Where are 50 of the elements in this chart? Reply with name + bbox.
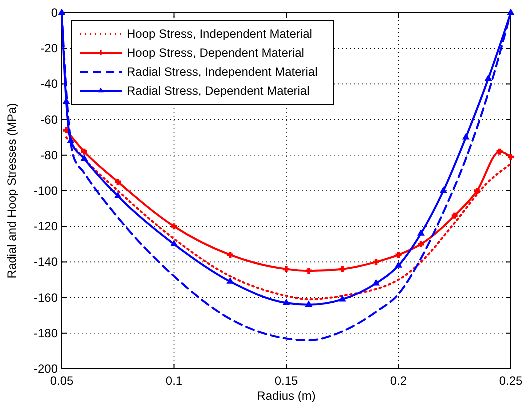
point: [340, 266, 346, 272]
point: [227, 278, 234, 284]
point: [395, 262, 402, 268]
point: [115, 179, 122, 186]
legend-label: Hoop Stress, Independent Material: [127, 27, 312, 41]
legend-label: Radial Stress, Dependent Material: [127, 84, 310, 98]
point: [171, 224, 178, 230]
y-tick-label: -80: [40, 148, 58, 162]
point: [283, 266, 290, 272]
y-tick-label: -140: [34, 255, 58, 270]
point: [418, 241, 424, 248]
point: [372, 280, 380, 286]
point: [306, 301, 312, 308]
point: [227, 252, 234, 258]
y-tick-label: -120: [34, 220, 58, 234]
x-tick-label: 0.2: [390, 374, 408, 388]
point: [339, 296, 346, 302]
y-tick-label: -200: [34, 362, 58, 376]
point: [283, 299, 290, 306]
point: [81, 155, 88, 162]
x-tick-label: 0.15: [274, 374, 298, 388]
point: [114, 192, 122, 198]
point: [440, 187, 447, 194]
x-tick-label: 0.25: [499, 374, 523, 388]
point: [68, 137, 74, 144]
point: [485, 75, 492, 81]
y-tick-label: -60: [40, 112, 58, 127]
point: [474, 188, 480, 194]
point: [306, 268, 312, 274]
point: [170, 240, 178, 247]
point: [81, 148, 88, 155]
x-axis-title: Radius (m): [257, 389, 316, 403]
y-tick-label: -40: [40, 77, 58, 92]
point: [496, 148, 503, 155]
point: [418, 230, 425, 236]
x-tick-label: 0.1: [166, 374, 183, 388]
x-tick-label: 0.05: [50, 374, 74, 388]
y-tick-label: -100: [34, 184, 58, 198]
legend-label: Hoop Stress, Dependent Material: [127, 46, 304, 60]
point: [462, 134, 470, 140]
point: [396, 252, 402, 258]
y-axis-title: Radial and Hoop Stresses (MPa): [5, 103, 19, 279]
y-tick-label: -20: [40, 42, 58, 56]
y-tick-label: -160: [34, 290, 58, 305]
point: [508, 154, 514, 160]
y-tick-label: 0: [51, 6, 58, 20]
point: [373, 259, 380, 266]
legend-label: Radial Stress, Independent Material: [127, 65, 318, 79]
point: [452, 212, 458, 219]
y-tick-label: -180: [34, 326, 58, 340]
